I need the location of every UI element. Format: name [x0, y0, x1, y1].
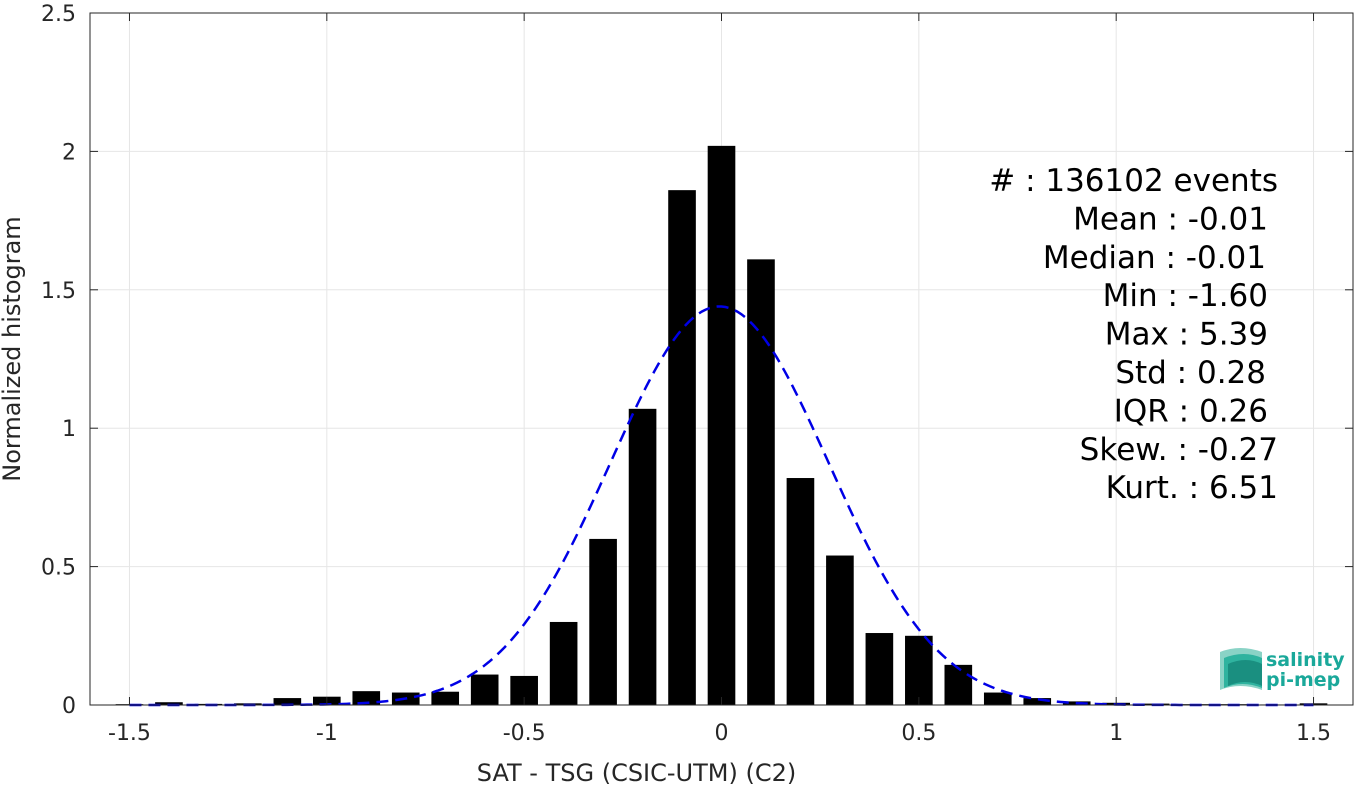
- histogram-bar: [155, 702, 183, 705]
- stats-line: # : 136102 events: [989, 163, 1278, 199]
- histogram-bar: [549, 621, 578, 705]
- logo-text-salinity: salinity: [1266, 649, 1345, 671]
- axis-ticks: [90, 12, 1353, 706]
- x-axis-label: SAT - TSG (CSIC-UTM) (C2): [477, 759, 796, 785]
- stats-line: IQR : 0.26: [1114, 393, 1268, 429]
- histogram-bar: [668, 190, 696, 706]
- logo-text-pi-mep: pi-mep: [1266, 669, 1340, 691]
- histogram-bar: [826, 555, 854, 705]
- stats-line: Min : -1.60: [1103, 278, 1268, 314]
- histogram-bar: [1023, 698, 1052, 705]
- x-tick-label: 0: [715, 721, 729, 746]
- stats-line: Std : 0.28: [1115, 355, 1266, 391]
- stats-line: Mean : -0.01: [1073, 201, 1268, 237]
- x-tick-label: -0.5: [503, 721, 546, 746]
- histogram-bar: [905, 635, 933, 705]
- stats-line: Skew. : -0.27: [1080, 432, 1278, 468]
- histogram-bar: [865, 633, 894, 705]
- y-tick-label: 2: [62, 140, 76, 165]
- x-tick-label: 1.5: [1296, 721, 1331, 746]
- x-tick-label: 0.5: [901, 721, 936, 746]
- stats-line: Kurt. : 6.51: [1106, 470, 1278, 506]
- histogram-bar: [273, 698, 302, 705]
- y-tick-label: 0: [62, 694, 76, 719]
- y-tick-label: 2.5: [41, 2, 76, 27]
- logo-icon: [1220, 648, 1262, 690]
- histogram-bar: [747, 259, 775, 705]
- stats-line: Max : 5.39: [1105, 317, 1268, 353]
- histogram-bar: [786, 478, 815, 705]
- histogram-bar: [944, 664, 973, 705]
- x-tick-label: 1: [1109, 721, 1123, 746]
- histogram-bar: [628, 408, 657, 705]
- stats-line: Median : -0.01: [1043, 240, 1266, 276]
- histogram-bar: [352, 691, 381, 705]
- histogram-bar: [589, 538, 617, 705]
- x-tick-label: -1.5: [108, 721, 151, 746]
- histogram-bar: [983, 692, 1012, 705]
- histogram-bars: [115, 145, 1328, 706]
- tick-labels: -1.5 -1 -0.5 0 0.5 1 1.5 0 0.5 1 1.5 2 2.5: [41, 2, 1331, 746]
- y-tick-label: 1.5: [41, 279, 76, 304]
- y-axis-label: Normalized histogram: [0, 216, 26, 481]
- salinity-pi-mep-logo: salinity pi-mep: [1220, 648, 1345, 691]
- x-tick-label: -1: [316, 721, 338, 746]
- histogram-bar: [431, 691, 460, 705]
- y-tick-label: 0.5: [41, 556, 76, 581]
- y-tick-label: 1: [62, 417, 76, 442]
- histogram-bar: [470, 674, 499, 705]
- histogram-bar: [707, 145, 736, 705]
